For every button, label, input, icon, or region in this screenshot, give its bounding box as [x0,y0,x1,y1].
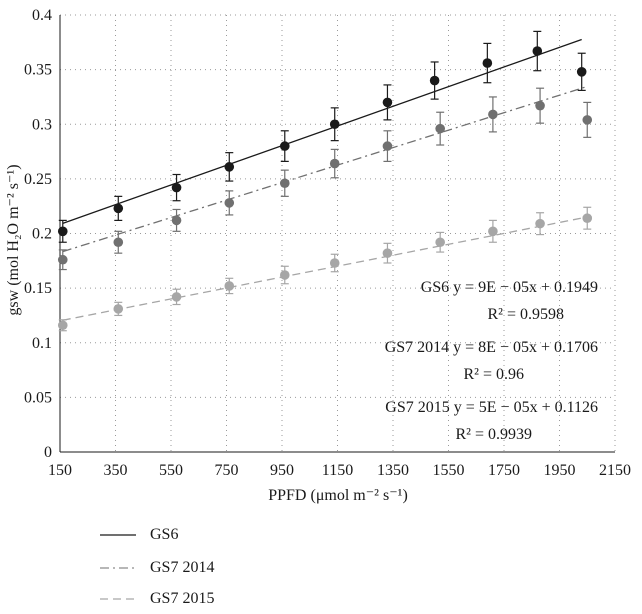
equation-annotations: GS6 y = 9E − 05x + 0.1949 R² = 0.9598 GS7 … [385,279,598,443]
tick-labels: 150 350 550 750 950 1150 1350 1550 1750 1950 2150 0… [24,7,631,479]
data-point [224,198,235,208]
y-tick-label: 0.35 [24,62,52,79]
r-squared-label: R² = 0.96 [464,366,525,383]
x-tick-label: 150 [48,462,72,479]
y-axis-title: gsw (mol H₂O m⁻² s⁻¹) [5,164,22,315]
legend-swatch [100,534,136,536]
equation-label: GS7 2015 y = 5E − 05x + 0.1126 [385,399,598,416]
x-tick-label: 1550 [433,462,465,479]
trend-line-2 [62,85,588,253]
data-point [435,237,445,248]
r-squared-label: R² = 0.9598 [488,306,565,323]
equation-label: GS7 2014 y = 8E − 05x + 0.1706 [385,339,598,356]
x-tick-label: 350 [104,462,128,479]
data-point [279,270,290,280]
data-point [482,58,493,68]
x-tick-label: 1950 [544,462,576,479]
y-tick-label: 0.25 [24,171,52,188]
data-point [535,218,545,229]
legend-label: GS7 2014 [150,559,215,576]
legend-item: GS7 2014 [100,558,214,578]
data-point [329,158,340,169]
legend-label: GS6 [150,526,179,543]
data-point [279,178,290,189]
x-tick-label: 750 [215,462,239,479]
data-point [382,141,393,151]
data-point [171,215,182,226]
legend-item: GS7 2015 [100,589,214,609]
data-point [582,213,593,224]
x-tick-label: 2150 [599,462,631,479]
trend-line-3 [62,216,588,321]
data-point [429,75,440,86]
y-tick-label: 0.3 [32,116,52,133]
data-point [582,115,593,125]
x-tick-label: 950 [270,462,294,479]
equation-label: GS6 y = 9E − 05x + 0.1949 [421,279,598,296]
data-point [57,226,68,237]
data-point [171,182,182,193]
data-point [488,109,498,120]
legend-item: GS6 [100,525,178,545]
data-point [435,123,445,134]
y-tick-label: 0.05 [24,389,52,406]
y-tick-label: 0.1 [32,335,52,352]
x-tick-label: 1150 [322,462,353,479]
data-point [224,281,235,291]
data-point [382,248,393,258]
r-squared-label: R² = 0.9939 [456,426,533,443]
legend-swatch [100,567,136,569]
x-tick-label: 1350 [377,462,409,479]
trend-line-1 [62,38,582,224]
x-axis-title: PPFD (μmol m⁻² s⁻¹) [268,487,408,504]
data-points [57,30,593,332]
data-point [57,254,68,265]
data-point [535,100,545,111]
trend-lines [62,38,588,321]
y-tick-label: 0.4 [32,7,52,24]
data-point [576,67,587,77]
y-tick-label: 0.2 [32,226,52,243]
data-point [57,320,68,331]
data-point [382,97,393,108]
y-tick-label: 0 [44,444,52,461]
data-point [113,304,124,314]
data-point [171,292,182,302]
data-point [329,258,340,268]
data-point [532,46,543,56]
grid-lines [60,14,616,452]
legend-swatch [100,598,136,600]
data-point [224,162,235,172]
y-tick-label: 0.15 [24,280,52,297]
data-point [279,141,290,151]
data-point [488,226,498,237]
legend-label: GS7 2015 [150,590,215,607]
x-tick-label: 550 [159,462,183,479]
data-point [113,237,124,248]
data-point [113,203,124,214]
x-tick-label: 1750 [488,462,520,479]
data-point [329,119,340,130]
